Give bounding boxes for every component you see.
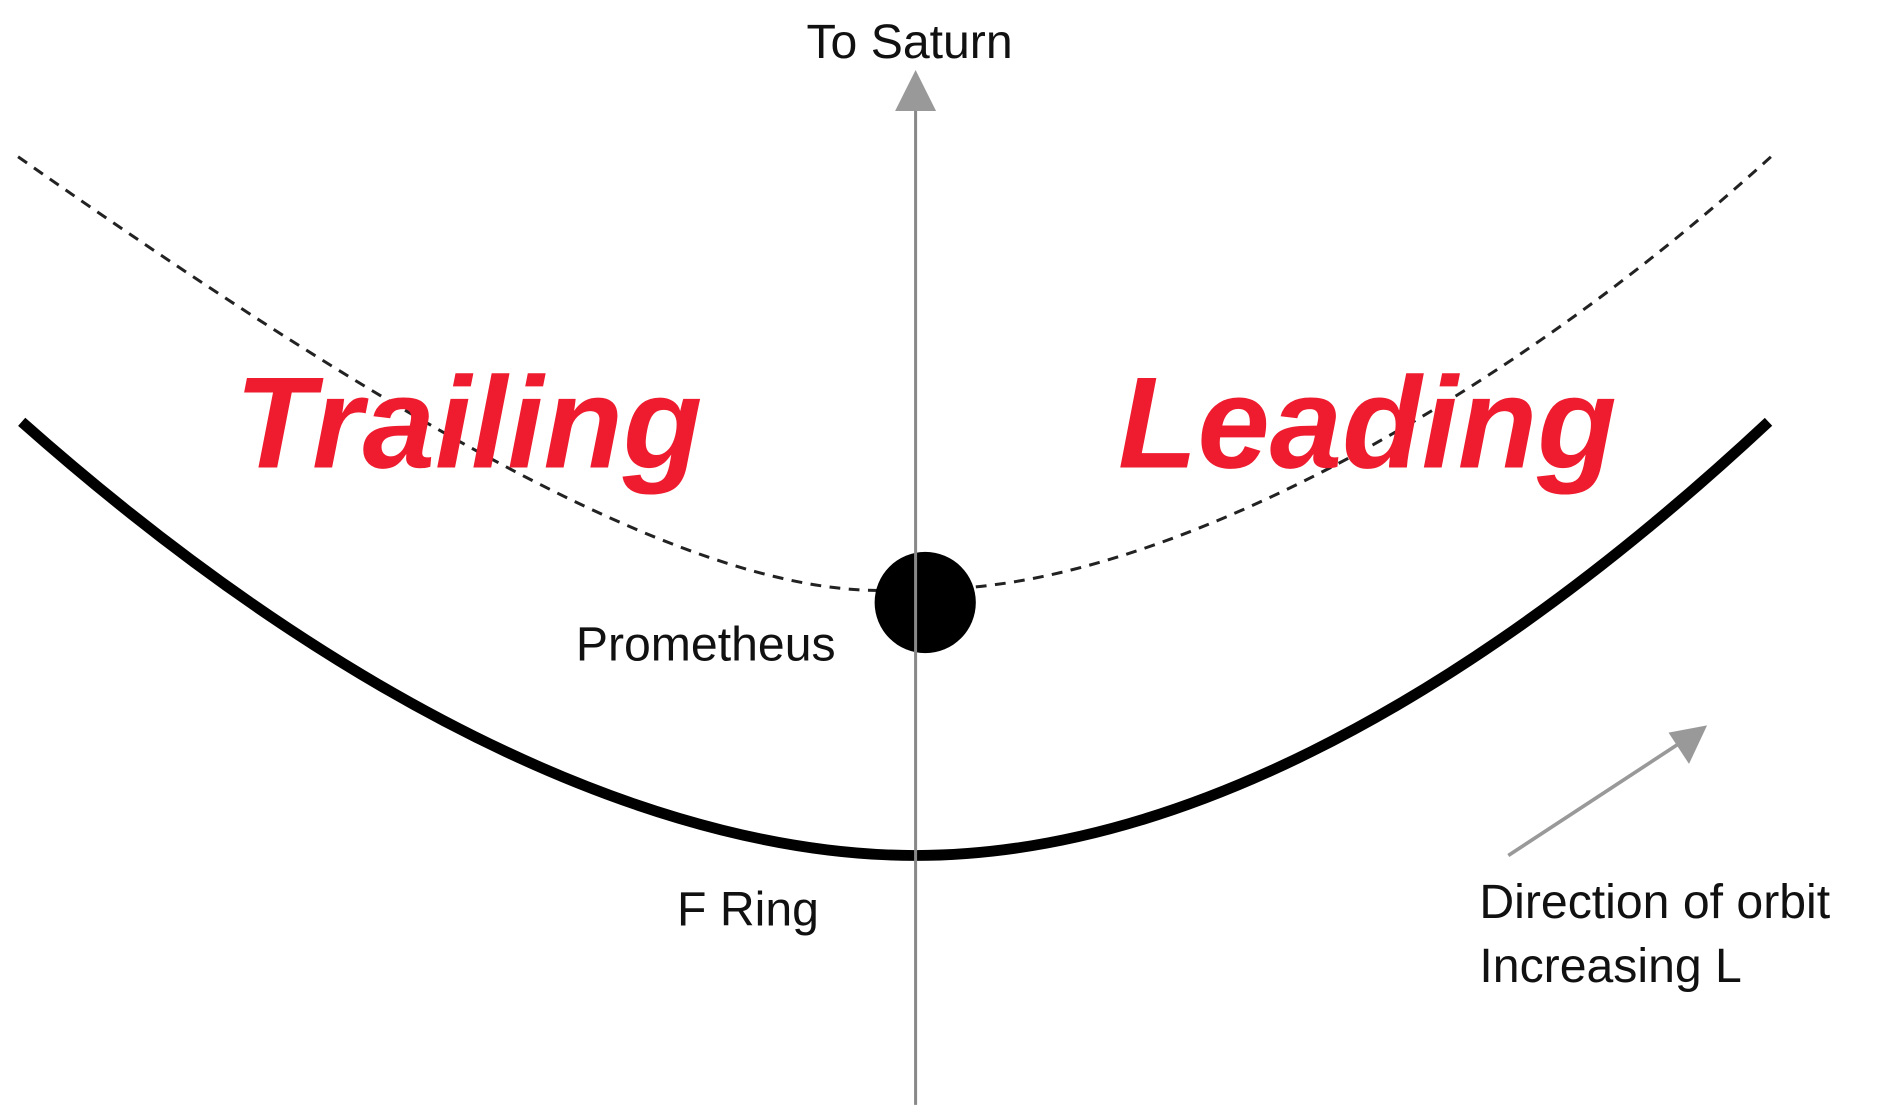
moon-label: Prometheus (576, 617, 836, 671)
moon-orbit-right (975, 155, 1772, 589)
orbit-direction-label: Direction of orbit (1479, 875, 1830, 929)
moon-orbit-left (17, 155, 880, 592)
saturn-arrowhead (895, 70, 937, 111)
trailing-label: Trailing (235, 350, 702, 496)
orbit-arrow (1507, 737, 1688, 857)
orbit-arrowhead (1668, 725, 1708, 764)
saturn-label: To Saturn (806, 15, 1012, 69)
leading-label: Leading (1118, 350, 1617, 496)
orbit-increasing-label: Increasing L (1479, 939, 1741, 993)
ring-label: F Ring (677, 882, 819, 936)
moon (874, 551, 976, 654)
